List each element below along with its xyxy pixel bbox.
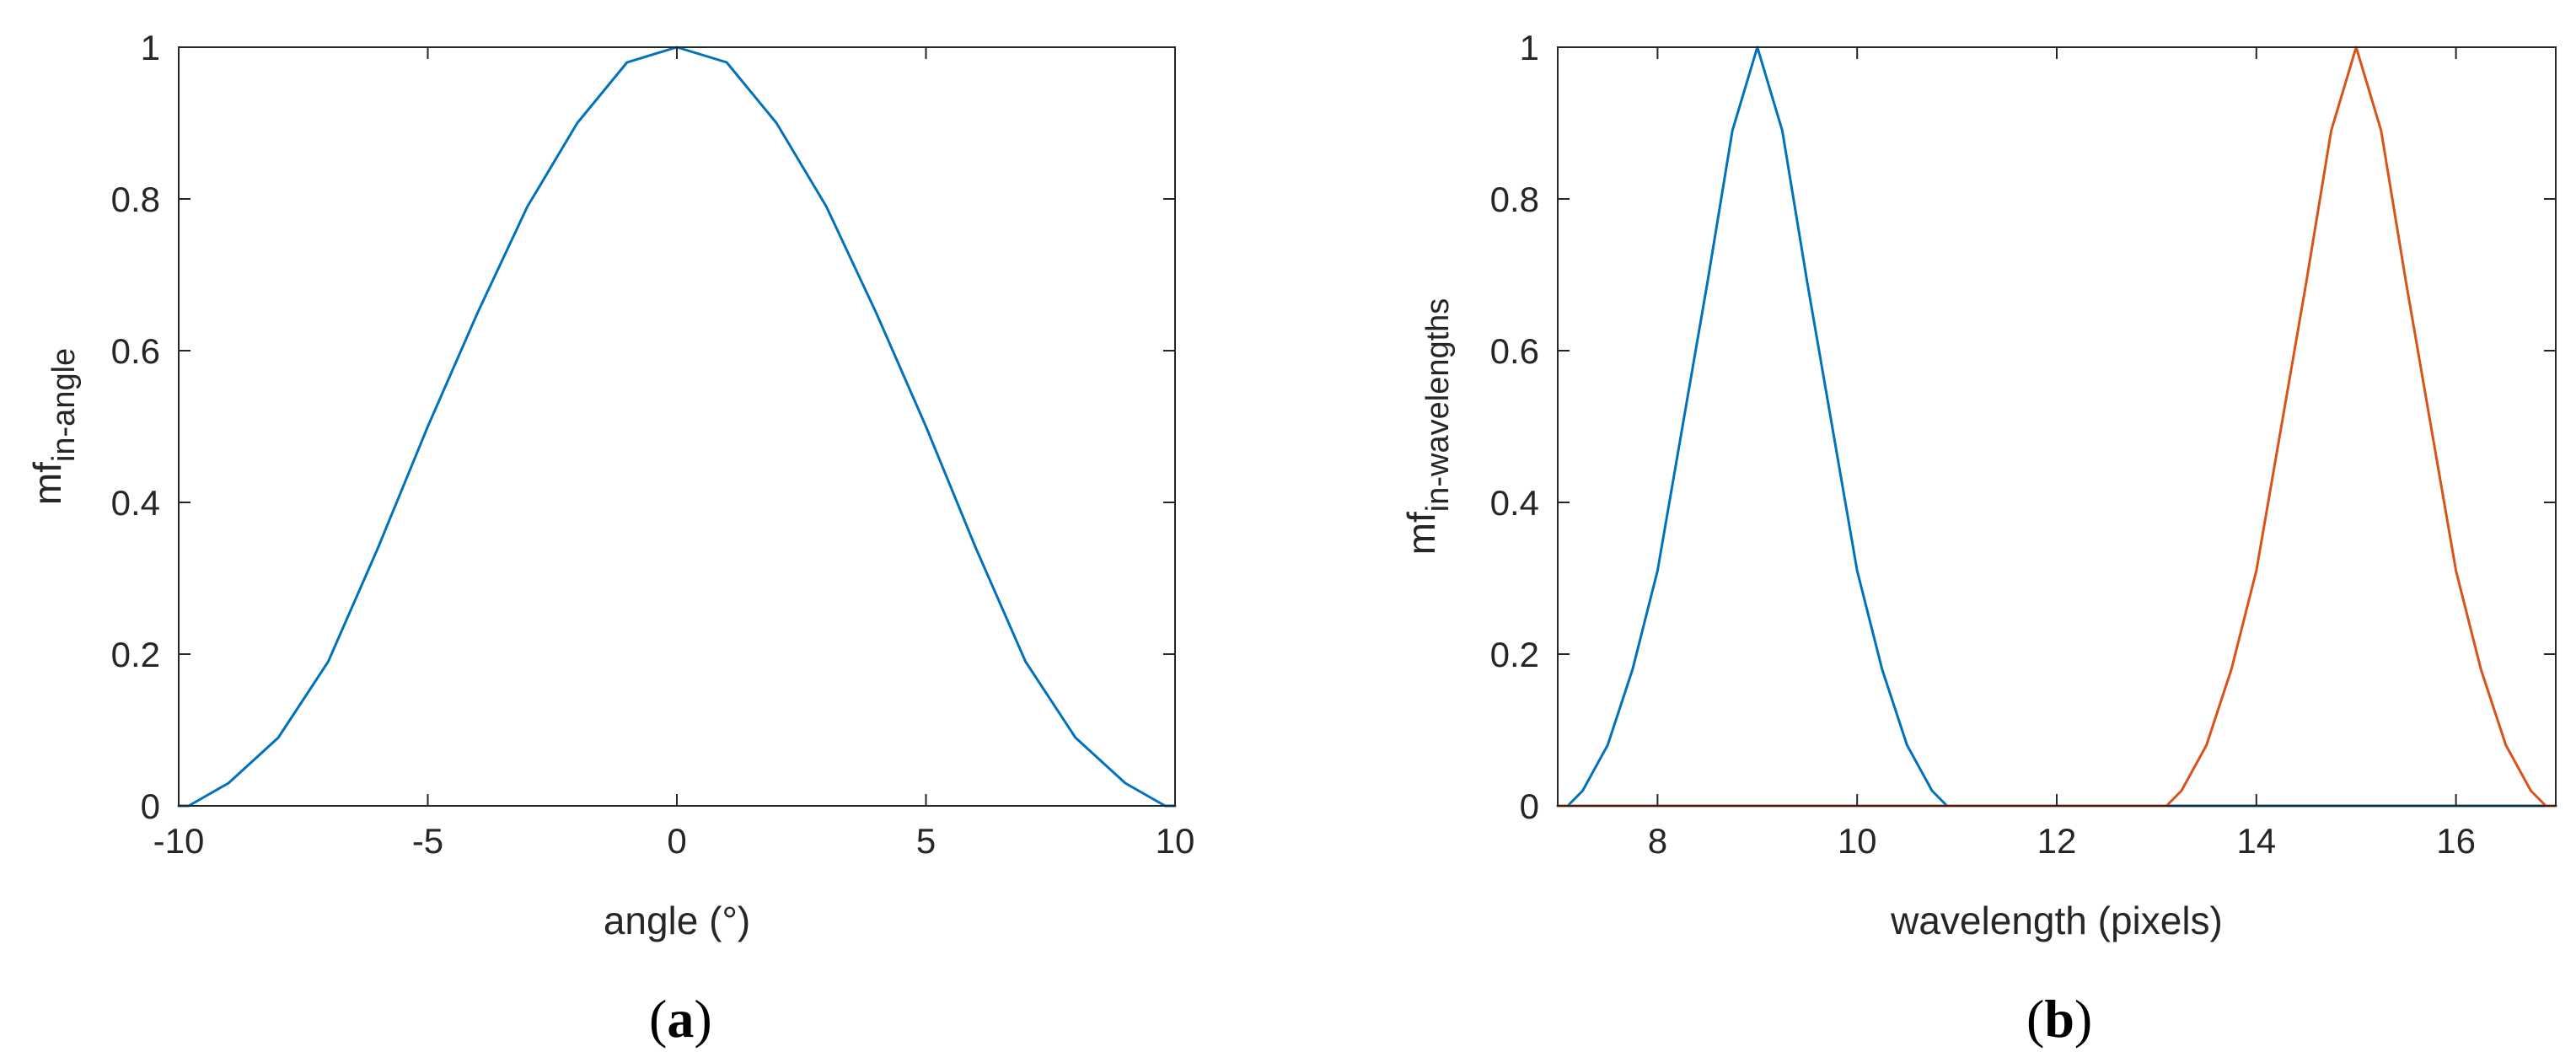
x-tick-label: 8 [1648,821,1667,861]
x-tick-label: 0 [667,821,686,861]
y-tick-label: 0.6 [111,331,160,371]
x-tick-label: -5 [412,821,443,861]
x-tick-label: 10 [1838,821,1877,861]
x-tick-label: 16 [2436,821,2476,861]
y-tick-label: 0.4 [111,483,160,523]
panel-letter-a: a [667,989,694,1049]
ticks-group-b: 8 10 12 14 16 0 0.2 0.4 0.6 0.8 1 [1490,28,2556,861]
y-tick-label: 0 [141,786,160,826]
y-axis-title-a: mfin-angle [25,348,82,505]
y-tick-label: 0.8 [1490,180,1539,219]
panel-label-a: (a) [649,989,712,1049]
y-axis-title-sub-a: in-angle [46,348,82,462]
panel-letter-b: b [2044,989,2074,1049]
x-tick-label: 12 [2037,821,2077,861]
y-tick-label: 0.4 [1490,483,1539,523]
x-tick-label: 5 [916,821,936,861]
y-tick-label: 0.2 [111,635,160,674]
plot-area-a [179,47,1175,806]
y-tick-label: 0.2 [1490,635,1539,674]
y-tick-label: 1 [1520,28,1539,67]
panel-a: -10 -5 0 5 10 0 0.2 0.4 0.6 0.8 1 angle (°) mfin-a… [25,28,1194,1049]
y-tick-label: 1 [141,28,160,67]
y-axis-title-sub-b: in-wavelengths [1420,298,1456,512]
x-axis-title-a: angle (°) [604,899,750,942]
x-tick-label: 14 [2236,821,2276,861]
y-tick-label: 0 [1520,786,1539,826]
ticks-group-a: -10 -5 0 5 10 0 0.2 0.4 0.6 0.8 1 [111,28,1195,861]
y-tick-label: 0.8 [111,180,160,219]
x-tick-label: -10 [153,821,205,861]
y-axis-title-main-a: mf [25,462,69,505]
x-tick-label: 10 [1156,821,1195,861]
plot-area-b [1558,47,2556,806]
panel-b: 8 10 12 14 16 0 0.2 0.4 0.6 0.8 1 wavelength (pixe… [1399,28,2557,1049]
y-axis-title-main-b: mf [1399,512,1443,555]
panel-label-b: (b) [2026,989,2092,1049]
y-tick-label: 0.6 [1490,331,1539,371]
x-axis-title-b: wavelength (pixels) [1890,899,2223,942]
y-axis-title-b: mfin-wavelengths [1399,298,1456,556]
